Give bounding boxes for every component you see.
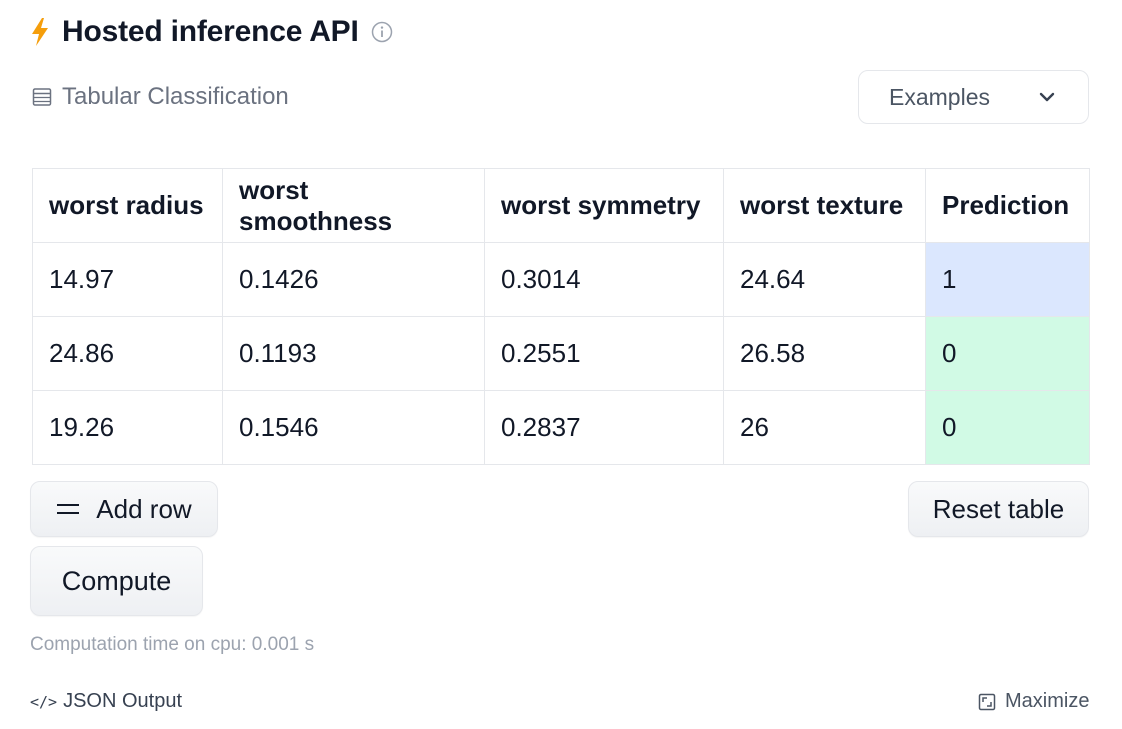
prediction-cell: 0 <box>925 390 1090 465</box>
table-cell[interactable]: 26 <box>723 390 926 465</box>
table-cell[interactable]: 0.1546 <box>222 390 485 465</box>
compute-button[interactable]: Compute <box>30 546 203 616</box>
add-row-button[interactable]: Add row <box>30 481 218 537</box>
table-cell[interactable]: 0.2551 <box>484 316 724 391</box>
data-table: worst radius worst smoothness worst symm… <box>32 168 1090 465</box>
maximize-icon <box>978 693 996 710</box>
chevron-down-icon <box>1039 92 1055 102</box>
table-cell[interactable]: 0.1426 <box>222 242 485 317</box>
table-cell[interactable]: 0.1193 <box>222 316 485 391</box>
column-header-prediction: Prediction <box>925 168 1090 243</box>
table-header-row: worst radius worst smoothness worst symm… <box>32 168 1090 243</box>
table-icon <box>32 88 52 106</box>
table-cell[interactable]: 14.97 <box>32 242 223 317</box>
table-cell[interactable]: 19.26 <box>32 390 223 465</box>
table-cell[interactable]: 0.2837 <box>484 390 724 465</box>
table-cell[interactable]: 26.58 <box>723 316 926 391</box>
table-row: 24.86 0.1193 0.2551 26.58 0 <box>32 316 1090 391</box>
compute-label: Compute <box>61 565 172 596</box>
widget-header: Hosted inference API <box>30 12 393 52</box>
maximize-button[interactable]: Maximize <box>978 690 1089 713</box>
table-cell[interactable]: 24.64 <box>723 242 926 317</box>
data-table-container: worst radius worst smoothness worst symm… <box>32 168 1090 465</box>
prediction-cell: 1 <box>925 242 1090 317</box>
table-cell[interactable]: 24.86 <box>32 316 223 391</box>
examples-dropdown[interactable]: Examples <box>858 70 1089 124</box>
info-icon[interactable] <box>371 21 393 43</box>
widget-title: Hosted inference API <box>62 15 359 48</box>
lightning-icon <box>32 18 48 46</box>
json-output-label: JSON Output <box>63 690 183 712</box>
drag-handle-icon <box>57 504 80 514</box>
add-row-label: Add row <box>96 493 192 524</box>
task-type: Tabular Classification <box>32 82 289 112</box>
table-cell[interactable]: 0.3014 <box>484 242 724 317</box>
column-header-worst-symmetry[interactable]: worst symmetry <box>484 168 724 243</box>
examples-label: Examples <box>889 83 990 110</box>
reset-table-label: Reset table <box>932 493 1065 524</box>
column-header-worst-texture[interactable]: worst texture <box>723 168 926 243</box>
maximize-label: Maximize <box>1005 690 1090 712</box>
json-output-toggle[interactable]: </> JSON Output <box>30 690 182 713</box>
table-row: 19.26 0.1546 0.2837 26 0 <box>32 390 1090 465</box>
computation-time: Computation time on cpu: 0.001 s <box>30 634 315 655</box>
column-header-worst-smoothness[interactable]: worst smoothness <box>222 168 485 243</box>
prediction-cell: 0 <box>925 316 1090 391</box>
task-label: Tabular Classification <box>62 83 289 110</box>
column-header-worst-radius[interactable]: worst radius <box>32 168 223 243</box>
code-icon: </> <box>30 692 58 711</box>
table-row: 14.97 0.1426 0.3014 24.64 1 <box>32 242 1090 317</box>
reset-table-button[interactable]: Reset table <box>908 481 1089 537</box>
